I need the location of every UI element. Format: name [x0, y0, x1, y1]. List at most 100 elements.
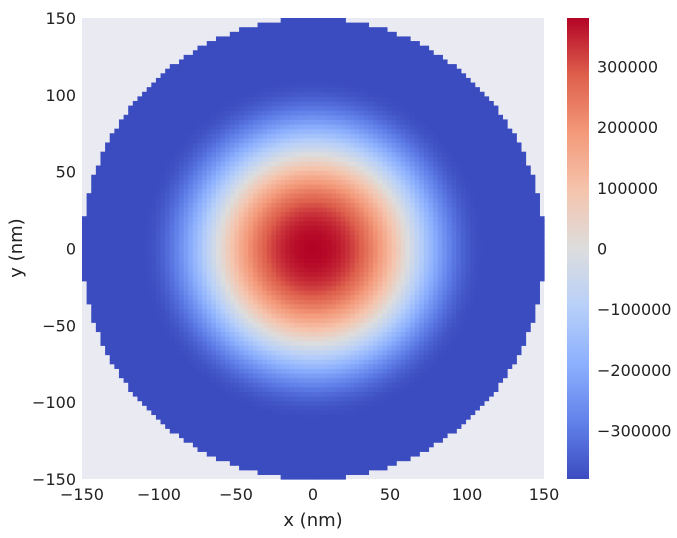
heatmap-cell	[289, 234, 296, 240]
heatmap-cell	[165, 87, 171, 93]
heatmap-cell	[299, 239, 305, 245]
heatmap-cell	[354, 262, 360, 268]
heatmap-cell	[248, 317, 254, 323]
heatmap-cell	[206, 382, 212, 388]
heatmap-cell	[229, 377, 236, 383]
heatmap-cell	[243, 100, 249, 107]
heatmap-cell	[308, 165, 314, 171]
heatmap-cell	[220, 336, 226, 342]
heatmap-cell	[202, 197, 208, 203]
heatmap-cell	[243, 405, 249, 411]
heatmap-cell	[174, 377, 180, 383]
heatmap-cell	[239, 207, 245, 213]
heatmap-cell	[266, 451, 273, 457]
heatmap-cell	[331, 326, 337, 333]
heatmap-cell	[215, 271, 222, 277]
heatmap-cell	[349, 220, 356, 227]
heatmap-cell	[349, 193, 356, 199]
heatmap-cell	[271, 359, 277, 365]
heatmap-cell	[188, 331, 194, 337]
heatmap-cell	[303, 317, 309, 323]
heatmap-cell	[294, 156, 300, 162]
heatmap-cell	[183, 124, 189, 130]
heatmap-cell	[202, 151, 208, 157]
heatmap-cell	[202, 400, 208, 406]
heatmap-cell	[266, 133, 273, 139]
heatmap-cell	[271, 239, 277, 245]
heatmap-cell	[197, 322, 203, 328]
heatmap-cell	[345, 220, 351, 227]
heatmap-cell	[285, 262, 291, 268]
heatmap-cell	[257, 451, 263, 457]
heatmap-cell	[289, 18, 296, 24]
heatmap-cell	[132, 165, 139, 171]
heatmap-cell	[123, 239, 129, 245]
heatmap-cell	[336, 326, 342, 333]
heatmap-cell	[354, 446, 360, 452]
heatmap-cell	[160, 100, 166, 107]
heatmap-cell	[91, 243, 97, 250]
heatmap-cell	[271, 211, 277, 217]
heatmap-cell	[197, 124, 203, 130]
heatmap-cell	[276, 359, 282, 365]
heatmap-cell	[289, 465, 296, 471]
heatmap-cell	[248, 442, 254, 448]
heatmap-cell	[303, 248, 309, 254]
heatmap-cell	[123, 271, 129, 277]
heatmap-cell	[188, 271, 194, 277]
heatmap-cell	[192, 59, 199, 65]
heatmap-cell	[109, 308, 115, 314]
heatmap-cell	[220, 77, 226, 84]
heatmap-cell	[211, 216, 217, 222]
heatmap-cell	[155, 336, 162, 342]
heatmap-cell	[299, 349, 305, 356]
heatmap-cell	[206, 368, 212, 374]
heatmap-cell	[82, 234, 88, 240]
heatmap-cell	[91, 202, 97, 208]
heatmap-cell	[215, 386, 222, 393]
heatmap-cell	[220, 354, 226, 360]
heatmap-cell	[192, 391, 199, 397]
heatmap-cell	[229, 446, 236, 452]
heatmap-cell	[137, 289, 143, 296]
heatmap-cell	[225, 294, 231, 300]
heatmap-cell	[220, 437, 226, 443]
heatmap-cell	[123, 133, 129, 139]
heatmap-cell	[118, 276, 125, 282]
heatmap-cell	[192, 137, 199, 144]
heatmap-cell	[243, 151, 249, 157]
heatmap-cell	[294, 285, 300, 291]
heatmap-cell	[165, 68, 171, 74]
heatmap-cell	[239, 183, 245, 190]
heatmap-cell	[160, 294, 166, 300]
heatmap-cell	[276, 349, 282, 356]
heatmap-cell	[280, 68, 286, 74]
heatmap-cell	[137, 225, 143, 231]
heatmap-cell	[289, 313, 296, 319]
heatmap-cell	[123, 294, 129, 300]
heatmap-cell	[197, 432, 203, 439]
heatmap-cell	[197, 386, 203, 393]
heatmap-cell	[146, 303, 152, 310]
heatmap-cell	[105, 253, 111, 259]
heatmap-cell	[132, 289, 139, 296]
heatmap-cell	[340, 299, 346, 305]
heatmap-cell	[252, 160, 259, 167]
heatmap-cell	[183, 377, 189, 383]
heatmap-cell	[211, 128, 217, 134]
heatmap-cell	[155, 100, 162, 107]
heatmap-cell	[299, 174, 305, 180]
heatmap-cell	[336, 262, 342, 268]
heatmap-cell	[174, 147, 180, 153]
heatmap-cell	[229, 276, 236, 282]
heatmap-cell	[229, 243, 236, 250]
heatmap-cell	[211, 160, 217, 167]
heatmap-cell	[215, 243, 222, 250]
heatmap-cell	[95, 322, 102, 328]
heatmap-cell	[192, 377, 199, 383]
heatmap-cell	[289, 294, 296, 300]
heatmap-cell	[174, 322, 180, 328]
heatmap-cell	[183, 100, 189, 107]
heatmap-cell	[132, 359, 139, 365]
heatmap-cell	[313, 202, 319, 208]
